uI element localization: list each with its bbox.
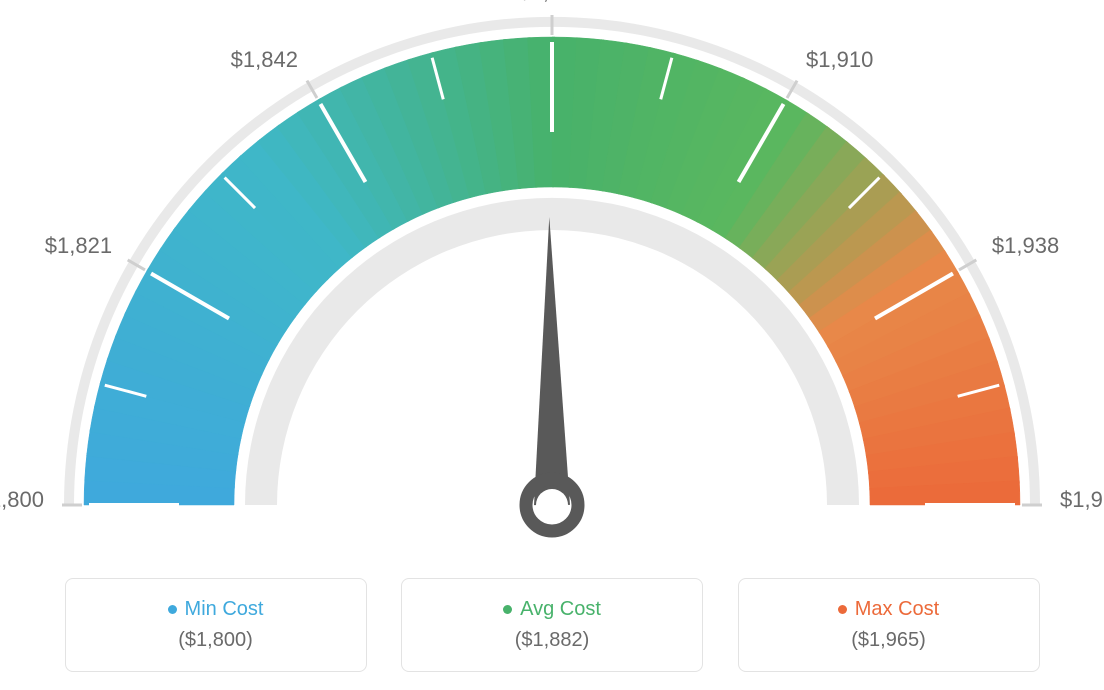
legend-card-avg: Avg Cost ($1,882) — [401, 578, 703, 672]
legend-card-min: Min Cost ($1,800) — [65, 578, 367, 672]
gauge-tick-label: $1,965 — [1060, 487, 1104, 513]
legend-max-label: Max Cost — [855, 598, 939, 621]
legend-max-dot — [838, 605, 847, 614]
gauge-chart-container: $1,800 $1,821 $1,842 $1,882 $1,910 $1,938 $1,9… — [0, 0, 1104, 690]
gauge-hub-inner — [536, 489, 568, 521]
legend-min-value: ($1,800) — [178, 629, 253, 652]
gauge-needle — [534, 217, 570, 505]
gauge-svg — [0, 0, 1104, 560]
legend-row: Min Cost ($1,800) Avg Cost ($1,882) Max … — [0, 578, 1104, 672]
legend-max-top: Max Cost — [838, 598, 939, 621]
legend-min-label: Min Cost — [185, 598, 264, 621]
gauge-tick-label: $1,800 — [0, 487, 44, 513]
legend-avg-top: Avg Cost — [503, 598, 601, 621]
legend-avg-label: Avg Cost — [520, 598, 601, 621]
legend-min-dot — [168, 605, 177, 614]
legend-max-value: ($1,965) — [851, 629, 926, 652]
gauge-tick-label: $1,910 — [806, 47, 873, 73]
gauge-tick-label: $1,938 — [992, 233, 1059, 259]
gauge-tick-label: $1,821 — [34, 233, 112, 259]
legend-card-max: Max Cost ($1,965) — [738, 578, 1040, 672]
gauge-tick-label: $1,882 — [512, 0, 592, 5]
legend-avg-value: ($1,882) — [515, 629, 590, 652]
gauge-area: $1,800 $1,821 $1,842 $1,882 $1,910 $1,938 $1,9… — [0, 0, 1104, 560]
gauge-tick-label: $1,842 — [220, 47, 298, 73]
legend-avg-dot — [503, 605, 512, 614]
legend-min-top: Min Cost — [168, 598, 264, 621]
